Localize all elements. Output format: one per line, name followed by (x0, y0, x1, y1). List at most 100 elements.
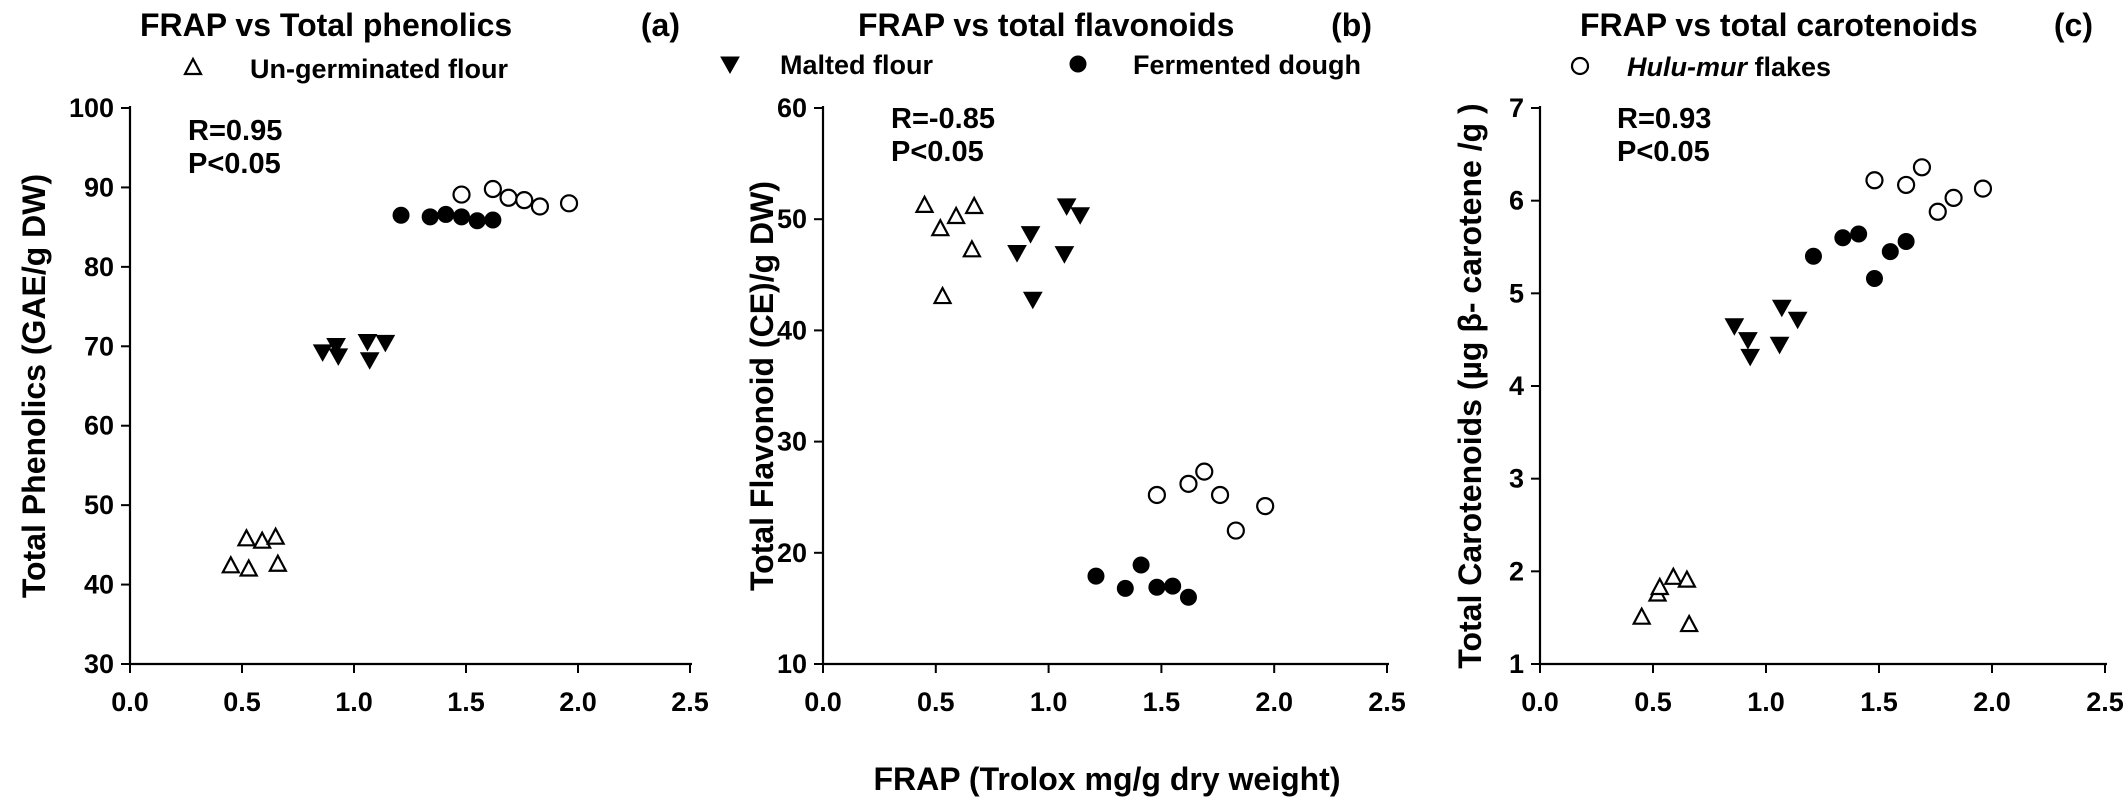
legend-label: Fermented dough (1133, 50, 1361, 80)
data-point-malted (1771, 299, 1792, 318)
stat-annotation: P<0.05 (188, 148, 281, 180)
x-tick-label: 2.5 (671, 687, 709, 717)
y-tick-label: 40 (84, 570, 114, 600)
data-point-fermented (1179, 588, 1197, 606)
y-tick-label: 1 (1509, 649, 1524, 679)
data-point-fermented (1897, 232, 1915, 250)
stat-annotation: R=-0.85 (891, 103, 995, 135)
chart-title: FRAP vs Total phenolics (140, 7, 512, 43)
data-point-hulumur (1928, 202, 1947, 221)
data-point-ungerminated (252, 530, 272, 549)
series-ungerminated (914, 194, 984, 305)
data-point-malted (1740, 348, 1761, 367)
x-tick-label: 2.0 (1973, 687, 2011, 717)
data-point-fermented (468, 212, 486, 230)
data-point-malted (1070, 207, 1091, 225)
series-malted (1007, 198, 1091, 310)
chart-title: FRAP vs total carotenoids (1580, 7, 1978, 43)
data-point-fermented (437, 205, 455, 223)
series-ungerminated (1631, 566, 1699, 633)
data-point-ungerminated (914, 194, 935, 213)
data-point-ungerminated (236, 527, 257, 547)
x-tick-label: 1.0 (1030, 687, 1068, 717)
data-point-hulumur (1973, 179, 1993, 198)
stat-annotation: R=0.93 (1617, 103, 1711, 135)
legend-item-hulumur: Hulu-mur flakes (1570, 52, 1831, 82)
y-tick-label: 30 (84, 649, 114, 679)
data-point-fermented (1148, 578, 1166, 596)
data-point-ungerminated (962, 238, 982, 258)
data-point-hulumur (1256, 496, 1275, 516)
data-point-fermented (1087, 567, 1105, 585)
stat-annotation: P<0.05 (891, 136, 984, 168)
y-axis-label: Total Carotenoids (µg β- carotene /g ) (1452, 103, 1488, 668)
panels: FRAP vs Total phenolics (a) 30 40 50 60 70 80 90… (16, 7, 2124, 717)
data-point-hulumur (499, 188, 518, 207)
legend: Un-germinated flour Malted flour Fermented… (183, 50, 1831, 84)
data-point-ungerminated (1663, 566, 1684, 585)
data-point-fermented (1834, 229, 1852, 247)
data-point-malted (1724, 318, 1745, 336)
data-point-ungerminated (265, 526, 286, 545)
chart-panel-b: FRAP vs total flavonoids (b) 10 20 30 40 50 60 0… (744, 7, 1406, 717)
series-malted (312, 334, 396, 370)
x-tick-label: 2.0 (559, 687, 597, 717)
data-point-malted (375, 334, 396, 353)
x-tick-label: 2.5 (2086, 687, 2124, 717)
data-point-ungerminated (268, 553, 288, 572)
data-point-hulumur (515, 191, 534, 210)
x-tick-label: 0.5 (223, 687, 261, 717)
series-fermented (1087, 556, 1197, 606)
x-tick-label: 1.0 (1747, 687, 1785, 717)
y-tick-label: 30 (777, 427, 807, 457)
data-point-fermented (1865, 270, 1883, 288)
data-point-ungerminated (1649, 576, 1670, 596)
data-point-ungerminated (1631, 606, 1652, 625)
stat-annotation: R=0.95 (188, 115, 282, 147)
x-tick-label: 0.5 (1634, 687, 1672, 717)
data-point-malted (357, 334, 378, 352)
stat-annotation: P<0.05 (1617, 136, 1710, 168)
panel-label: (a) (641, 7, 680, 43)
data-point-hulumur (1226, 521, 1245, 540)
series-fermented (392, 205, 502, 230)
data-point-ungerminated (220, 554, 241, 574)
data-point-malted (1007, 245, 1027, 263)
y-tick-label: 2 (1509, 556, 1524, 586)
data-point-ungerminated (1677, 569, 1697, 588)
series-hulumur (1147, 462, 1275, 540)
x-tick-label: 0.0 (1521, 687, 1559, 717)
data-point-hulumur (1147, 485, 1166, 505)
y-tick-label: 40 (777, 315, 807, 345)
data-point-malted (328, 348, 349, 366)
series-fermented (1804, 225, 1915, 288)
data-point-malted (1769, 336, 1790, 355)
data-point-fermented (1132, 556, 1150, 574)
x-tick-label: 0.5 (917, 687, 955, 717)
panel-label: (b) (1331, 7, 1372, 43)
data-point-ungerminated (932, 285, 953, 305)
data-point-fermented (484, 211, 502, 229)
x-tick-label: 1.5 (447, 687, 485, 717)
legend-marker-fermented (1069, 55, 1087, 73)
series-ungerminated (220, 526, 288, 577)
data-point-hulumur (452, 185, 471, 204)
data-point-ungerminated (930, 217, 951, 237)
legend-item-fermented: Fermented dough (1069, 50, 1361, 80)
series-hulumur (1865, 158, 1993, 221)
data-point-fermented (1804, 247, 1822, 265)
data-point-hulumur (483, 179, 502, 199)
data-point-hulumur (1179, 474, 1198, 493)
data-point-fermented (1164, 577, 1182, 595)
data-point-hulumur (1210, 485, 1230, 505)
data-point-hulumur (1912, 158, 1932, 177)
data-point-ungerminated (964, 195, 984, 215)
data-point-malted (359, 352, 380, 370)
chart-panel-c: FRAP vs total carotenoids (c) 1 2 3 4 5 6 7 0.0 0.… (1452, 7, 2124, 717)
legend-label: Hulu-mur flakes (1627, 52, 1831, 82)
x-tick-label: 0.0 (804, 687, 842, 717)
y-tick-label: 3 (1509, 464, 1524, 494)
y-tick-label: 60 (777, 93, 807, 123)
y-tick-label: 100 (69, 93, 114, 123)
series-malted (1724, 299, 1808, 367)
